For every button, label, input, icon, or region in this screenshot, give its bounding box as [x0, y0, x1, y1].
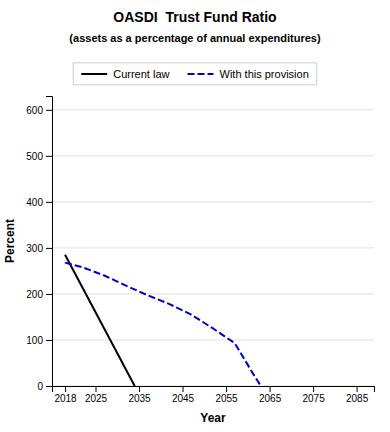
- tick: 2035: [128, 386, 151, 404]
- legend: Current law With this provision: [73, 63, 317, 85]
- tick-label: 2055: [215, 393, 238, 404]
- series-line: [65, 263, 261, 386]
- tick-mark: [226, 386, 227, 392]
- tick: 2055: [215, 386, 238, 404]
- tick-label: 2035: [128, 393, 151, 404]
- tick: 500: [26, 151, 52, 162]
- x-axis-title: Year: [200, 411, 226, 425]
- tick-label: 600: [26, 105, 43, 116]
- plot-area: [65, 255, 261, 386]
- grid-line: [52, 155, 374, 156]
- tick-label: 2045: [172, 393, 195, 404]
- tick: 0: [37, 381, 52, 392]
- tick: 600: [26, 105, 52, 116]
- grid-line: [52, 339, 374, 340]
- tick-mark: [313, 386, 314, 392]
- tick-label: 200: [26, 289, 43, 300]
- tick-mark: [183, 386, 184, 392]
- tick: 400: [26, 197, 52, 208]
- y-axis: 0 100 200 300 400 500 600: [26, 97, 52, 392]
- tick-mark: [46, 202, 52, 203]
- tick-mark: [139, 386, 140, 392]
- tick-label: 2065: [259, 393, 282, 404]
- tick: 2075: [302, 386, 325, 404]
- tick-mark: [46, 340, 52, 341]
- tick-mark: [270, 386, 271, 392]
- tick-label: 0: [37, 381, 43, 392]
- tick: 300: [26, 243, 52, 254]
- legend-label: With this provision: [220, 68, 309, 80]
- tick-mark: [46, 248, 52, 249]
- legend-item: Current law: [81, 68, 169, 80]
- legend-item: With this provision: [188, 68, 309, 80]
- x-axis: 2018 2025 2035 2045 2055 2065 2075 2085: [53, 386, 375, 404]
- y-axis-title: Percent: [3, 219, 17, 263]
- tick: 2065: [259, 386, 282, 404]
- tick: 100: [26, 335, 52, 346]
- tick: 2045: [172, 386, 195, 404]
- axis-line: [46, 97, 53, 387]
- legend-swatch: [81, 73, 107, 75]
- axis-line: [53, 387, 375, 393]
- tick-label: 2075: [302, 393, 325, 404]
- tick: 2018: [54, 386, 77, 404]
- tick-label: 2025: [85, 393, 108, 404]
- legend-frame: [73, 63, 317, 85]
- legend-label: Current law: [113, 68, 169, 80]
- grid-line: [52, 201, 374, 202]
- tick-label: 2018: [54, 393, 77, 404]
- y-grid: [52, 110, 374, 386]
- tick-label: 400: [26, 197, 43, 208]
- tick-mark: [96, 386, 97, 392]
- legend-swatch: [188, 73, 214, 75]
- tick-mark: [46, 110, 52, 111]
- tick-label: 100: [26, 335, 43, 346]
- tick-mark: [46, 386, 52, 387]
- grid-line: [52, 109, 374, 110]
- tick-mark: [357, 386, 358, 392]
- tick-mark: [46, 156, 52, 157]
- tick-mark: [65, 386, 66, 392]
- grid-line: [52, 293, 374, 294]
- tick: 2025: [85, 386, 108, 404]
- tick: 2085: [346, 386, 369, 404]
- chart-container: OASDI Trust Fund Ratio (assets as a perce…: [0, 0, 390, 432]
- tick-mark: [46, 294, 52, 295]
- tick: 200: [26, 289, 52, 300]
- subtitle: (assets as a percentage of annual expend…: [69, 32, 321, 44]
- tick-label: 500: [26, 151, 43, 162]
- title: OASDI Trust Fund Ratio: [113, 9, 276, 25]
- chart: OASDI Trust Fund Ratio (assets as a perce…: [0, 0, 390, 432]
- tick-label: 300: [26, 243, 43, 254]
- tick-label: 2085: [346, 393, 369, 404]
- grid-line: [52, 247, 374, 248]
